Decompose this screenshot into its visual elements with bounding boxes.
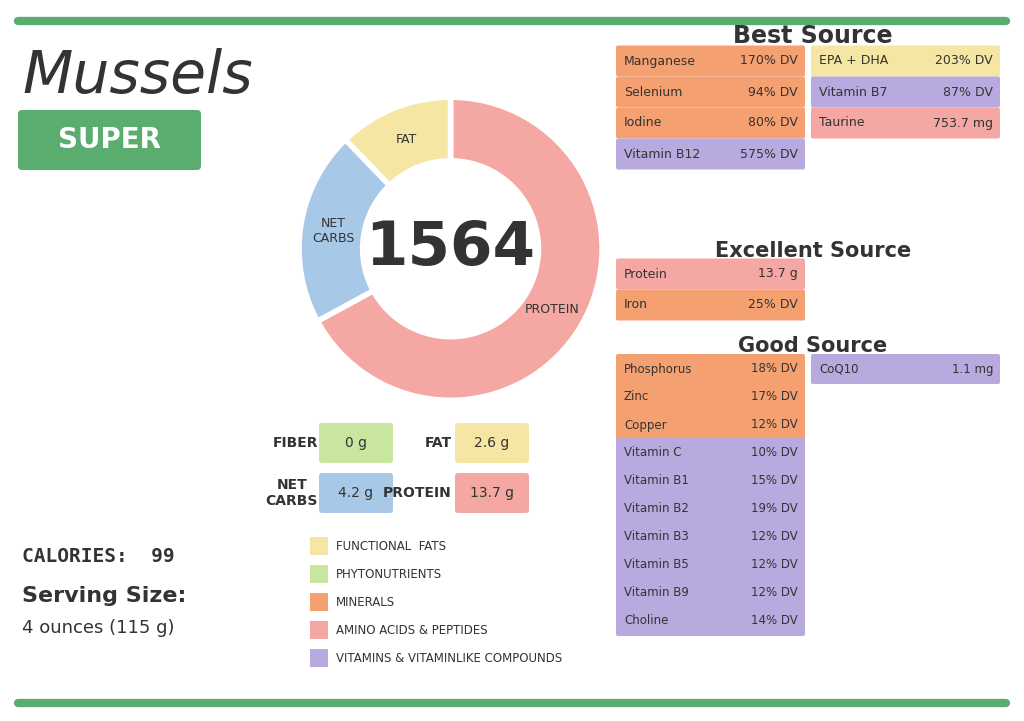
Text: CALORIES:  99: CALORIES: 99 [22, 547, 175, 565]
FancyBboxPatch shape [811, 107, 1000, 138]
Text: Vitamin B3: Vitamin B3 [624, 531, 689, 544]
Text: 4 ounces (115 g): 4 ounces (115 g) [22, 619, 174, 637]
FancyBboxPatch shape [18, 110, 201, 170]
Text: Best Source: Best Source [733, 24, 893, 48]
FancyBboxPatch shape [616, 550, 805, 580]
FancyBboxPatch shape [455, 473, 529, 513]
Text: Taurine: Taurine [819, 117, 864, 130]
Text: 203% DV: 203% DV [935, 55, 993, 68]
FancyBboxPatch shape [310, 593, 328, 611]
Text: SUPER: SUPER [57, 126, 161, 154]
Text: 13.7 g: 13.7 g [470, 486, 514, 500]
Text: EPA + DHA: EPA + DHA [819, 55, 888, 68]
Text: Vitamin B7: Vitamin B7 [819, 86, 888, 99]
Text: 13.7 g: 13.7 g [758, 267, 798, 280]
Text: Choline: Choline [624, 614, 669, 627]
FancyBboxPatch shape [616, 466, 805, 496]
Text: NET
CARBS: NET CARBS [312, 217, 355, 244]
FancyBboxPatch shape [616, 45, 805, 76]
Text: Zinc: Zinc [624, 391, 649, 404]
Text: PROTEIN: PROTEIN [524, 303, 580, 316]
Text: 575% DV: 575% DV [740, 148, 798, 161]
Text: Vitamin B1: Vitamin B1 [624, 474, 689, 487]
FancyBboxPatch shape [616, 438, 805, 468]
Text: 1564: 1564 [366, 219, 536, 278]
Text: 1.1 mg: 1.1 mg [951, 363, 993, 376]
Text: Vitamin B2: Vitamin B2 [624, 503, 689, 516]
Text: 12% DV: 12% DV [752, 559, 798, 572]
FancyBboxPatch shape [310, 537, 328, 555]
Text: Phosphorus: Phosphorus [624, 363, 692, 376]
Text: 17% DV: 17% DV [752, 391, 798, 404]
Text: 2.6 g: 2.6 g [474, 436, 510, 450]
Text: CoQ10: CoQ10 [819, 363, 858, 376]
Text: 753.7 mg: 753.7 mg [933, 117, 993, 130]
Text: Vitamin B5: Vitamin B5 [624, 559, 689, 572]
Text: Iodine: Iodine [624, 117, 663, 130]
Text: 12% DV: 12% DV [752, 418, 798, 431]
FancyBboxPatch shape [616, 354, 805, 384]
Text: 25% DV: 25% DV [749, 298, 798, 311]
Text: 80% DV: 80% DV [749, 117, 798, 130]
Wedge shape [317, 97, 602, 400]
Text: FUNCTIONAL  FATS: FUNCTIONAL FATS [336, 539, 446, 552]
Text: 0 g: 0 g [345, 436, 367, 450]
FancyBboxPatch shape [616, 606, 805, 636]
Text: Vitamin C: Vitamin C [624, 446, 682, 459]
Text: Copper: Copper [624, 418, 667, 431]
FancyBboxPatch shape [811, 354, 1000, 384]
Text: 10% DV: 10% DV [752, 446, 798, 459]
Text: PROTEIN: PROTEIN [383, 486, 452, 500]
Text: Good Source: Good Source [738, 336, 888, 356]
FancyBboxPatch shape [811, 45, 1000, 76]
Text: Serving Size:: Serving Size: [22, 586, 186, 606]
FancyBboxPatch shape [616, 290, 805, 321]
Text: Mussels: Mussels [22, 48, 253, 105]
FancyBboxPatch shape [616, 107, 805, 138]
Text: Iron: Iron [624, 298, 648, 311]
FancyBboxPatch shape [616, 76, 805, 107]
FancyBboxPatch shape [319, 473, 393, 513]
Text: AMINO ACIDS & PEPTIDES: AMINO ACIDS & PEPTIDES [336, 624, 487, 637]
Text: 14% DV: 14% DV [752, 614, 798, 627]
FancyBboxPatch shape [616, 578, 805, 608]
FancyBboxPatch shape [616, 259, 805, 290]
Wedge shape [299, 140, 389, 321]
Text: 4.2 g: 4.2 g [339, 486, 374, 500]
Text: 18% DV: 18% DV [752, 363, 798, 376]
Text: Vitamin B9: Vitamin B9 [624, 586, 689, 599]
Text: NET
CARBS: NET CARBS [265, 478, 318, 508]
Text: Selenium: Selenium [624, 86, 682, 99]
FancyBboxPatch shape [310, 649, 328, 667]
Text: 15% DV: 15% DV [752, 474, 798, 487]
FancyBboxPatch shape [310, 621, 328, 639]
FancyBboxPatch shape [455, 423, 529, 463]
FancyBboxPatch shape [616, 522, 805, 552]
Text: 170% DV: 170% DV [740, 55, 798, 68]
Text: MINERALS: MINERALS [336, 596, 395, 609]
Text: FAT: FAT [425, 436, 452, 450]
FancyBboxPatch shape [616, 494, 805, 524]
Text: Manganese: Manganese [624, 55, 696, 68]
Text: Excellent Source: Excellent Source [715, 241, 911, 261]
FancyBboxPatch shape [616, 410, 805, 440]
FancyBboxPatch shape [310, 565, 328, 583]
FancyBboxPatch shape [811, 76, 1000, 107]
Text: 12% DV: 12% DV [752, 586, 798, 599]
Text: 87% DV: 87% DV [943, 86, 993, 99]
Wedge shape [345, 97, 451, 185]
Text: Protein: Protein [624, 267, 668, 280]
Text: 12% DV: 12% DV [752, 531, 798, 544]
FancyBboxPatch shape [616, 382, 805, 412]
Text: 94% DV: 94% DV [749, 86, 798, 99]
Text: FIBER: FIBER [272, 436, 318, 450]
Text: FAT: FAT [395, 133, 417, 146]
Text: VITAMINS & VITAMINLIKE COMPOUNDS: VITAMINS & VITAMINLIKE COMPOUNDS [336, 652, 562, 665]
Text: 19% DV: 19% DV [752, 503, 798, 516]
FancyBboxPatch shape [319, 423, 393, 463]
FancyBboxPatch shape [616, 138, 805, 169]
Text: PHYTONUTRIENTS: PHYTONUTRIENTS [336, 567, 442, 580]
Text: Vitamin B12: Vitamin B12 [624, 148, 700, 161]
